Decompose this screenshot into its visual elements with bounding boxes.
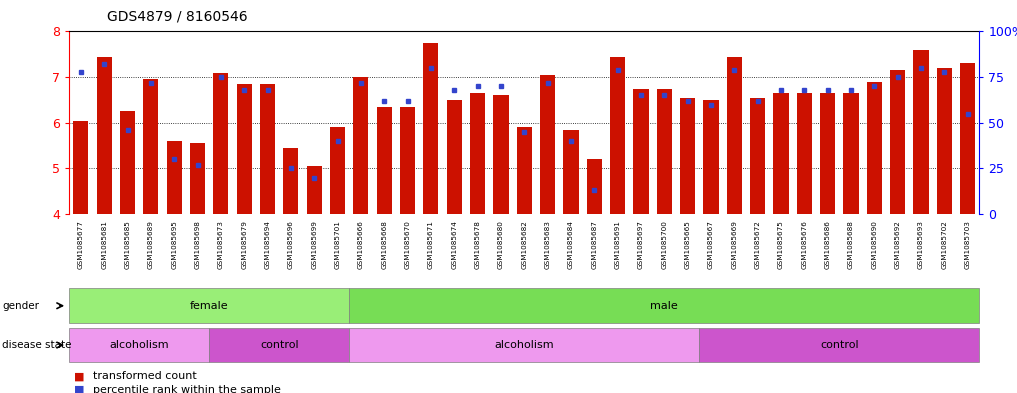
Bar — [330, 127, 345, 214]
Bar — [727, 57, 741, 214]
Bar — [960, 63, 975, 214]
Bar — [120, 111, 135, 214]
Bar — [307, 166, 321, 214]
Bar — [214, 73, 229, 214]
Bar — [143, 79, 159, 214]
Bar — [587, 159, 602, 214]
Bar — [237, 84, 252, 214]
Text: percentile rank within the sample: percentile rank within the sample — [93, 385, 281, 393]
Bar — [190, 143, 205, 214]
Bar — [400, 107, 415, 214]
Bar — [517, 127, 532, 214]
Text: disease state: disease state — [2, 340, 71, 350]
Bar — [167, 141, 182, 214]
Bar — [563, 130, 579, 214]
Bar — [353, 77, 368, 214]
Bar — [657, 88, 672, 214]
Text: transformed count: transformed count — [93, 371, 196, 382]
Text: gender: gender — [2, 301, 39, 311]
Text: control: control — [820, 340, 858, 350]
Bar — [913, 50, 929, 214]
Bar — [843, 93, 858, 214]
Bar — [820, 93, 835, 214]
Bar — [423, 43, 438, 214]
Bar — [680, 98, 696, 214]
Text: male: male — [651, 301, 678, 311]
Bar — [260, 84, 276, 214]
Bar — [751, 98, 765, 214]
Text: female: female — [190, 301, 229, 311]
Bar — [773, 93, 788, 214]
Bar — [73, 121, 88, 214]
Bar — [796, 93, 812, 214]
Text: GDS4879 / 8160546: GDS4879 / 8160546 — [107, 10, 247, 24]
Text: control: control — [260, 340, 299, 350]
Text: alcoholism: alcoholism — [110, 340, 169, 350]
Bar — [540, 75, 555, 214]
Bar — [704, 100, 719, 214]
Bar — [634, 88, 649, 214]
Text: ■: ■ — [74, 371, 84, 382]
Bar — [376, 107, 392, 214]
Bar — [890, 70, 905, 214]
Bar — [97, 57, 112, 214]
Bar — [446, 100, 462, 214]
Bar — [866, 82, 882, 214]
Bar — [493, 95, 508, 214]
Text: ■: ■ — [74, 385, 84, 393]
Bar — [470, 93, 485, 214]
Bar — [284, 148, 298, 214]
Text: alcoholism: alcoholism — [494, 340, 554, 350]
Bar — [937, 68, 952, 214]
Bar — [610, 57, 625, 214]
